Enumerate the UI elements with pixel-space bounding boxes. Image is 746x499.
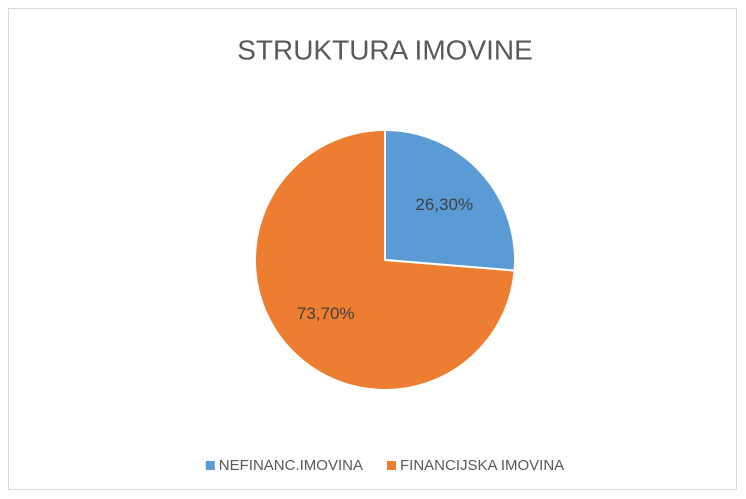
data-label: 26,30% (415, 195, 473, 214)
chart-title: STRUKTURA IMOVINE (237, 34, 533, 65)
pie-slice (254, 128, 516, 391)
legend-label: NEFINANC.IMOVINA (219, 457, 363, 474)
pie-slice (384, 128, 516, 272)
legend-swatch (205, 461, 215, 470)
data-label: 73,70% (297, 304, 355, 323)
legend-label: FINANCIJSKA IMOVINA (400, 457, 564, 474)
legend-swatch (386, 461, 396, 470)
